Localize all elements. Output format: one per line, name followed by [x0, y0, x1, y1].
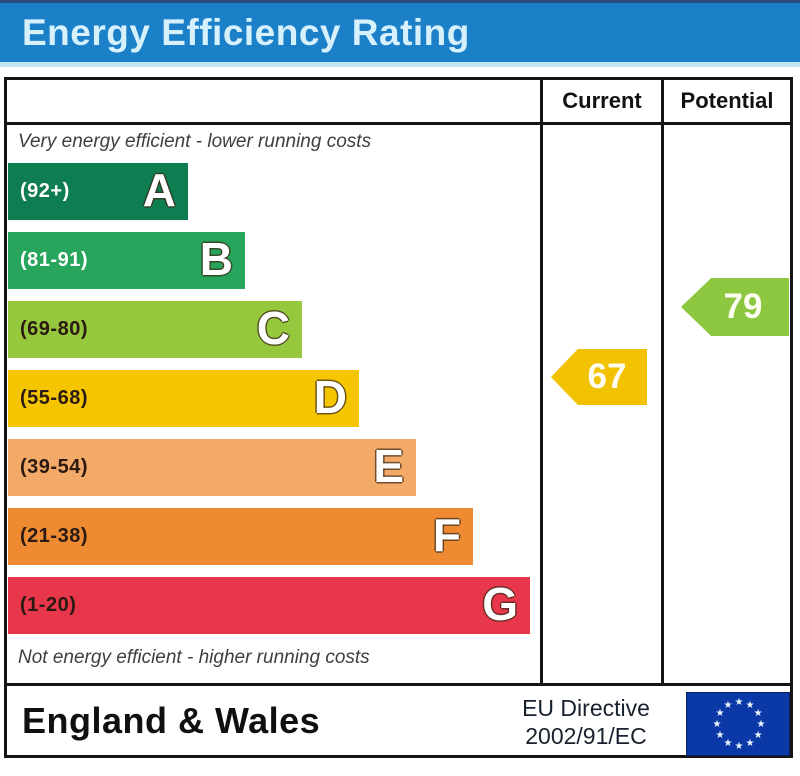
band-range-label: (69-80)	[20, 318, 88, 340]
rating-band-e: (39-54) E	[8, 439, 416, 496]
eu-flag-star: ★	[753, 730, 763, 741]
eu-directive-line1: EU Directive	[522, 695, 650, 721]
rating-band-b: (81-91) B	[8, 232, 245, 289]
title-bar: Energy Efficiency Rating	[0, 0, 800, 62]
band-range-label: (81-91)	[20, 249, 88, 271]
current-column-divider	[540, 77, 543, 686]
eu-flag-star: ★	[715, 708, 725, 719]
rating-band-a: (92+) A	[8, 163, 188, 220]
eu-flag-star: ★	[712, 719, 722, 730]
eu-directive-line2: 2002/91/EC	[525, 723, 647, 749]
region-label: England & Wales	[22, 700, 321, 741]
title-underline	[0, 62, 800, 67]
eu-flag-star: ★	[753, 708, 763, 719]
eu-flag-star: ★	[715, 730, 725, 741]
eu-flag-icon: ★ ★ ★ ★ ★ ★ ★ ★ ★ ★ ★ ★	[686, 692, 790, 756]
band-letter: D	[313, 370, 347, 423]
header-row-divider	[4, 122, 793, 125]
band-range-label: (55-68)	[20, 387, 88, 409]
eu-flag-star: ★	[745, 738, 755, 750]
potential-column-header: Potential	[680, 88, 774, 113]
rating-band-g: (1-20) G	[8, 577, 530, 634]
band-range-label: (39-54)	[20, 456, 88, 478]
eu-flag-star: ★	[734, 741, 744, 752]
current-column-header: Current	[562, 88, 642, 113]
bottom-efficiency-note: Not energy efficient - higher running co…	[18, 647, 370, 668]
potential-rating-value: 79	[723, 287, 763, 326]
potential-rating-arrow: 79	[681, 278, 789, 336]
current-rating-value: 67	[587, 357, 627, 396]
top-efficiency-note: Very energy efficient - lower running co…	[18, 131, 372, 152]
band-range-label: (1-20)	[20, 594, 77, 616]
band-letter: C	[256, 301, 290, 354]
band-letter: B	[199, 232, 233, 285]
eu-flag-star: ★	[723, 738, 733, 750]
band-letter: E	[373, 439, 404, 492]
band-range-label: (21-38)	[20, 525, 88, 547]
potential-column-divider	[661, 77, 664, 686]
band-letter: A	[142, 163, 176, 216]
page-title: Energy Efficiency Rating	[22, 11, 470, 53]
eu-flag-star: ★	[723, 699, 733, 711]
rating-band-c: (69-80) C	[8, 301, 302, 358]
eu-directive-label: EU Directive 2002/91/EC	[500, 694, 672, 750]
footer-row-divider	[4, 683, 793, 686]
band-range-label: (92+)	[20, 180, 70, 202]
eu-flag-star: ★	[734, 697, 744, 708]
band-letter: G	[482, 577, 518, 630]
eu-flag-star: ★	[745, 699, 755, 711]
rating-table-frame	[4, 77, 793, 758]
eu-flag-star: ★	[756, 719, 766, 730]
band-letter: F	[432, 508, 461, 561]
rating-band-f: (21-38) F	[8, 508, 473, 565]
rating-band-d: (55-68) D	[8, 370, 359, 427]
